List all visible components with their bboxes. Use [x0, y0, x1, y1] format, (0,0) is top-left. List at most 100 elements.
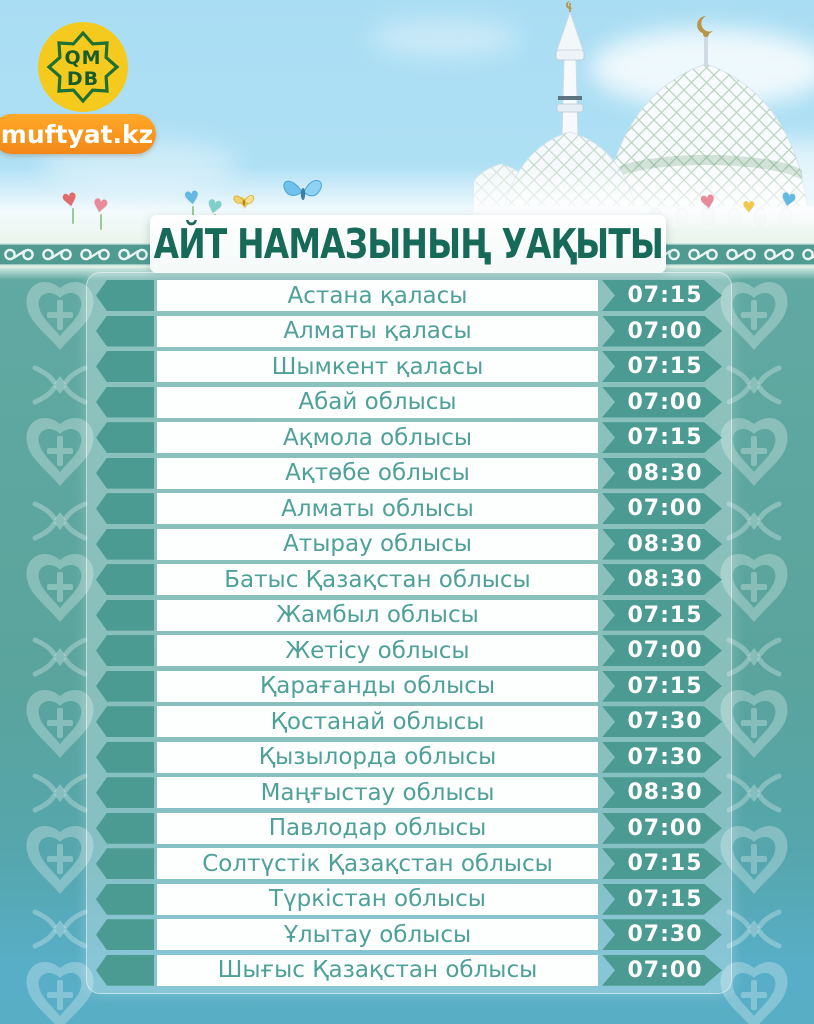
region-name: Қарағанды облысы — [157, 670, 598, 702]
prayer-time: 07:15 — [602, 280, 722, 311]
prayer-time: 08:30 — [602, 564, 722, 595]
row-left-cap — [96, 422, 154, 454]
muftyat-badge: muftyat.kz — [0, 114, 156, 154]
flower: ♥ — [182, 186, 202, 211]
row-left-cap — [96, 493, 154, 525]
row-left-cap — [96, 812, 154, 844]
region-name: Батыс Қазақстан облысы — [157, 564, 598, 596]
prayer-time: 08:30 — [602, 777, 722, 808]
schedule-row: Атырау облысы 08:30 — [96, 528, 722, 560]
prayer-time: 07:00 — [602, 635, 722, 666]
row-left-cap — [96, 954, 154, 986]
schedule-row: Алматы қаласы 07:00 — [96, 315, 722, 347]
title-banner: АЙТ НАМАЗЫНЫҢ УАҚЫТЫ — [150, 215, 666, 273]
flower: ♥ — [698, 190, 718, 215]
flower: ♥ — [778, 188, 799, 213]
schedule-row: Қостанай облысы 07:30 — [96, 706, 722, 738]
kazakh-ornament-right — [711, 280, 797, 1024]
flower-stem — [192, 206, 194, 222]
region-name: Ақтөбе облысы — [157, 457, 598, 489]
schedule-row: Шымкент қаласы 07:15 — [96, 351, 722, 383]
prayer-time: 07:15 — [602, 422, 722, 453]
region-name: Атырау облысы — [157, 528, 598, 560]
row-left-cap — [96, 528, 154, 560]
row-left-cap — [96, 741, 154, 773]
region-name: Жамбыл облысы — [157, 599, 598, 631]
row-left-cap — [96, 670, 154, 702]
region-name: Жетісу облысы — [157, 635, 598, 667]
region-name: Түркістан облысы — [157, 883, 598, 915]
prayer-time: 07:00 — [602, 813, 722, 844]
kazakh-ornament-left — [17, 280, 103, 1024]
row-left-cap — [96, 848, 154, 880]
row-left-cap — [96, 599, 154, 631]
schedule-row: Түркістан облысы 07:15 — [96, 883, 722, 915]
row-left-cap — [96, 635, 154, 667]
schedule-row: Жамбыл облысы 07:15 — [96, 599, 722, 631]
prayer-time: 07:00 — [602, 387, 722, 418]
row-left-cap — [96, 280, 154, 311]
prayer-time: 07:30 — [602, 919, 722, 950]
qmdb-logo: QM DB — [38, 22, 128, 112]
schedule-row: Қарағанды облысы 07:15 — [96, 670, 722, 702]
prayer-time: 07:00 — [602, 316, 722, 347]
prayer-time: 07:15 — [602, 600, 722, 631]
region-name: Абай облысы — [157, 386, 598, 418]
schedule-row: Батыс Қазақстан облысы 08:30 — [96, 564, 722, 596]
row-left-cap — [96, 315, 154, 347]
row-left-cap — [96, 706, 154, 738]
region-name: Алматы облысы — [157, 493, 598, 525]
schedule-list: Астана қаласы 07:15 Алматы қаласы 07:00 … — [86, 272, 732, 994]
region-name: Маңғыстау облысы — [157, 777, 598, 809]
logo-line-2: DB — [67, 68, 99, 90]
schedule-row: Ақтөбе облысы 08:30 — [96, 457, 722, 489]
schedule-row: Қызылорда облысы 07:30 — [96, 741, 722, 773]
butterfly-icon — [283, 180, 322, 200]
region-name: Шымкент қаласы — [157, 351, 598, 383]
prayer-time: 07:15 — [602, 351, 722, 382]
region-name: Қызылорда облысы — [157, 741, 598, 773]
schedule-row: Ақмола облысы 07:15 — [96, 422, 722, 454]
schedule-row: Жетісу облысы 07:00 — [96, 635, 722, 667]
schedule-row: Ұлытау облысы 07:30 — [96, 919, 722, 951]
row-left-cap — [96, 919, 154, 951]
row-left-cap — [96, 564, 154, 596]
row-left-cap — [96, 883, 154, 915]
prayer-time: 07:30 — [602, 742, 722, 773]
row-left-cap — [96, 351, 154, 383]
prayer-time: 07:00 — [602, 493, 722, 524]
prayer-time: 07:30 — [602, 706, 722, 737]
region-name: Ақмола облысы — [157, 422, 598, 454]
flower: ♥ — [742, 198, 756, 216]
schedule-row: Алматы облысы 07:00 — [96, 493, 722, 525]
prayer-time: 08:30 — [602, 529, 722, 560]
region-name: Шығыс Қазақстан облысы — [157, 954, 598, 986]
schedule-row: Маңғыстау облысы 08:30 — [96, 777, 722, 809]
site-name: muftyat.kz — [0, 119, 154, 149]
prayer-time: 08:30 — [602, 458, 722, 489]
region-name: Қостанай облысы — [157, 706, 598, 738]
flower: ♥ — [59, 188, 81, 213]
logo-line-1: QM — [64, 47, 101, 69]
prayer-time: 07:15 — [602, 848, 722, 879]
row-left-cap — [96, 777, 154, 809]
prayer-time: 07:00 — [602, 955, 722, 986]
region-name: Солтүстік Қазақстан облысы — [157, 848, 598, 880]
flower-stem — [100, 214, 102, 230]
poster-title: АЙТ НАМАЗЫНЫҢ УАҚЫТЫ — [153, 220, 663, 268]
region-name: Астана қаласы — [157, 280, 598, 311]
region-name: Алматы қаласы — [157, 315, 598, 347]
schedule-row: Павлодар облысы 07:00 — [96, 812, 722, 844]
schedule-row: Шығыс Қазақстан облысы 07:00 — [96, 954, 722, 986]
row-left-cap — [96, 457, 154, 489]
schedule-row: Абай облысы 07:00 — [96, 386, 722, 418]
cloud — [370, 18, 520, 58]
butterfly-icon — [233, 195, 255, 206]
region-name: Ұлытау облысы — [157, 919, 598, 951]
schedule-row: Солтүстік Қазақстан облысы 07:15 — [96, 848, 722, 880]
schedule-row: Астана қаласы 07:15 — [96, 280, 722, 311]
flower: ♥ — [90, 194, 110, 219]
prayer-time: 07:15 — [602, 884, 722, 915]
flower-stem — [72, 208, 74, 224]
